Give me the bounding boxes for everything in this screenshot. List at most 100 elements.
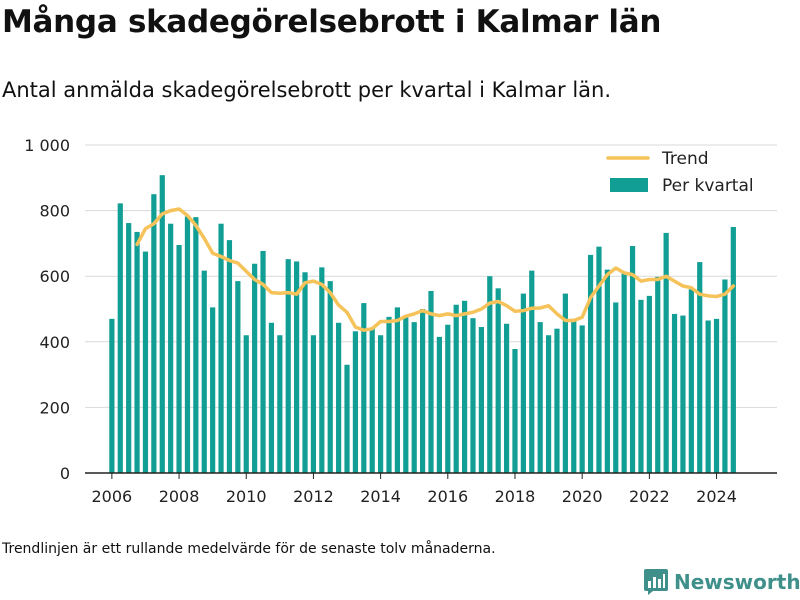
bar bbox=[109, 318, 115, 473]
bar bbox=[495, 288, 501, 473]
newsworthy-logo[interactable]: Newsworthy bbox=[644, 569, 800, 595]
chart-title: Många skadegörelsebrott i Kalmar län bbox=[2, 4, 662, 40]
bar bbox=[545, 335, 552, 473]
bar bbox=[218, 223, 224, 473]
bar bbox=[235, 281, 241, 473]
bar bbox=[386, 316, 392, 473]
bar bbox=[713, 318, 720, 473]
y-tick-label: 800 bbox=[39, 202, 70, 221]
bar bbox=[260, 250, 266, 473]
bar bbox=[621, 272, 627, 473]
bar bbox=[193, 217, 199, 473]
bar bbox=[419, 309, 426, 473]
bar bbox=[319, 267, 325, 473]
legend-trend-label: Trend bbox=[661, 149, 709, 169]
bar bbox=[461, 300, 468, 473]
legend-bar-label: Per kvartal bbox=[662, 176, 754, 196]
x-tick-label: 2010 bbox=[226, 487, 267, 506]
x-tick-label: 2020 bbox=[562, 487, 603, 506]
bar bbox=[336, 322, 342, 473]
y-tick-label: 1 000 bbox=[24, 136, 70, 155]
bar bbox=[562, 293, 568, 473]
bar bbox=[529, 270, 535, 473]
bar bbox=[352, 331, 359, 473]
bar bbox=[512, 349, 518, 473]
bar bbox=[503, 323, 510, 473]
bar bbox=[428, 290, 434, 473]
bar bbox=[210, 307, 216, 473]
bar bbox=[285, 259, 291, 473]
bar bbox=[184, 216, 191, 473]
bar bbox=[302, 272, 308, 473]
bar bbox=[445, 324, 451, 473]
x-tick-label: 2014 bbox=[360, 487, 401, 506]
bar bbox=[646, 295, 652, 473]
bar bbox=[697, 262, 703, 473]
x-tick-label: 2006 bbox=[92, 487, 133, 506]
bar bbox=[520, 293, 526, 473]
bar bbox=[436, 336, 443, 473]
bar bbox=[638, 299, 644, 473]
bar bbox=[453, 304, 459, 473]
trend-line bbox=[135, 207, 736, 333]
x-tick-label: 2008 bbox=[159, 487, 200, 506]
bar bbox=[403, 317, 409, 473]
x-tick-label: 2018 bbox=[495, 487, 536, 506]
newsworthy-logo-text: Newsworthy bbox=[674, 570, 800, 594]
bar bbox=[680, 315, 686, 473]
bar bbox=[705, 320, 711, 473]
bar bbox=[310, 335, 317, 473]
newsworthy-logo-icon bbox=[644, 569, 668, 595]
bar bbox=[604, 269, 610, 473]
legend-bar-swatch bbox=[610, 178, 648, 192]
x-tick-label: 2016 bbox=[427, 487, 468, 506]
bar bbox=[722, 279, 728, 473]
y-tick-label: 200 bbox=[39, 398, 70, 417]
bar bbox=[168, 223, 174, 473]
bar bbox=[369, 328, 375, 473]
bar bbox=[671, 313, 678, 473]
bar bbox=[478, 327, 484, 473]
footnote: Trendlinjen är ett rullande medelvärde f… bbox=[2, 541, 496, 557]
bar bbox=[117, 203, 123, 473]
bar bbox=[151, 194, 157, 473]
x-tick-label: 2012 bbox=[293, 487, 334, 506]
bar bbox=[176, 245, 182, 473]
bar bbox=[655, 276, 661, 473]
bar bbox=[361, 303, 367, 473]
bar bbox=[268, 322, 275, 473]
bar bbox=[629, 246, 636, 473]
y-tick-label: 0 bbox=[60, 464, 70, 483]
bar bbox=[613, 302, 619, 473]
bar bbox=[571, 318, 577, 473]
x-tick-label: 2024 bbox=[696, 487, 737, 506]
bar bbox=[344, 364, 350, 473]
bar bbox=[126, 223, 132, 473]
bar bbox=[587, 254, 594, 473]
bar bbox=[596, 246, 602, 473]
y-tick-label: 400 bbox=[39, 333, 70, 352]
x-tick-label: 2022 bbox=[629, 487, 670, 506]
bar bbox=[579, 325, 585, 473]
bar bbox=[159, 175, 165, 473]
bar bbox=[470, 318, 476, 473]
bar bbox=[378, 335, 384, 473]
bar bbox=[201, 270, 207, 473]
bar bbox=[243, 335, 249, 473]
bar bbox=[688, 289, 694, 473]
bar bbox=[394, 307, 401, 473]
bar bbox=[537, 322, 543, 473]
bar bbox=[252, 263, 258, 473]
bar bbox=[134, 231, 140, 473]
bar bbox=[554, 328, 560, 473]
chart-area: 0 200 400 600 800 1 000 2006 2008 2010 2012 2014 20… bbox=[24, 136, 777, 506]
chart-subtitle: Antal anmälda skadegörelsebrott per kvar… bbox=[2, 78, 612, 102]
bar bbox=[663, 232, 669, 473]
legend-background bbox=[598, 146, 764, 204]
bar bbox=[327, 281, 333, 473]
bar bbox=[142, 251, 149, 473]
bar bbox=[277, 335, 283, 473]
bar bbox=[730, 227, 736, 473]
bar bbox=[411, 322, 417, 473]
bar bbox=[294, 261, 300, 473]
